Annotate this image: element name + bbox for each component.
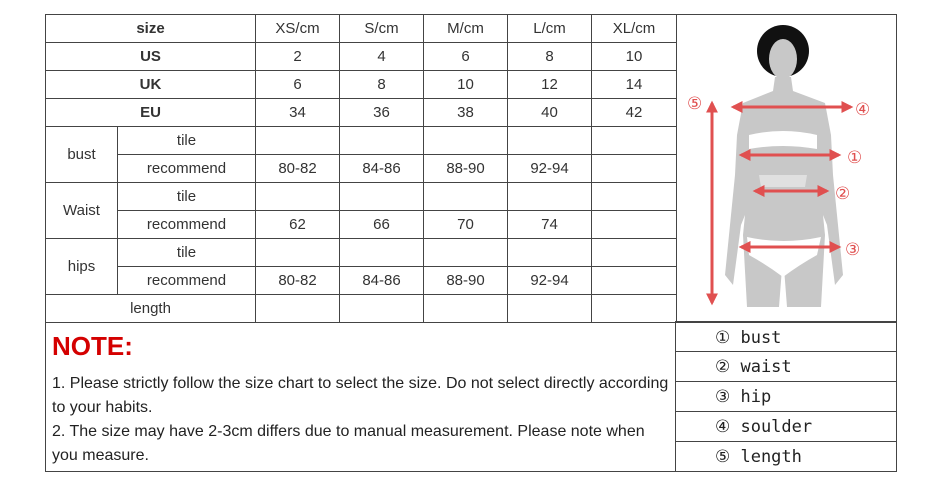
cell [591,182,678,211]
cell: 84-86 [339,154,425,183]
cell: 66 [339,210,425,239]
measure-label: hips [45,238,118,295]
cell [423,182,509,211]
cell: 10 [591,42,678,71]
cell [255,238,341,267]
body-measurement-figure: ① ② ③ ④ ⑤ [675,14,897,322]
table-row: UK 6 8 10 12 14 [44,70,678,99]
cell [423,294,509,323]
legend-item: ⑤ length [675,442,897,472]
table-row: recommend 80-82 84-86 88-90 92-94 [46,154,678,183]
marker-1: ① [847,148,862,168]
col-header: M/cm [423,14,509,43]
cell: 8 [339,70,425,99]
marker-4: ④ [855,100,870,120]
col-header: L/cm [507,14,593,43]
legend-item: ③ hip [675,382,897,412]
cell: 10 [423,70,509,99]
cell [339,126,425,155]
measure-label: Waist [45,182,118,239]
cell [591,294,678,323]
table-row: recommend 80-82 84-86 88-90 92-94 [46,266,678,295]
row-label: length [44,294,257,323]
size-header: size [44,14,257,43]
cell: 80-82 [255,266,341,295]
legend-item: ② waist [675,352,897,382]
cell: 12 [507,70,593,99]
cell: 8 [507,42,593,71]
measure-label: bust [45,126,118,183]
sub-label: tile [116,126,257,155]
cell [507,294,593,323]
cell [255,126,341,155]
table-row: recommend 62 66 70 74 [46,210,678,239]
cell: 80-82 [255,154,341,183]
cell [507,182,593,211]
col-header: XL/cm [591,14,678,43]
cell: 14 [591,70,678,99]
note-line-2: 2. The size may have 2-3cm differs due t… [52,423,645,464]
cell [591,238,678,267]
legend-item: ④ soulder [675,412,897,442]
table-row: hips tile [45,238,678,295]
cell [507,238,593,267]
cell: 88-90 [423,154,509,183]
cell [423,126,509,155]
cell: 70 [423,210,509,239]
cell: 38 [423,98,509,127]
cell [339,294,425,323]
table-row: EU 34 36 38 40 42 [44,98,678,127]
cell: 84-86 [339,266,425,295]
marker-5: ⑤ [687,94,702,114]
note-line-1: 1. Please strictly follow the size chart… [52,375,669,416]
marker-3: ③ [845,240,860,260]
cell [591,266,678,295]
cell [507,126,593,155]
cell [339,182,425,211]
note-title: NOTE: [52,331,133,361]
body-silhouette-icon: ① ② ③ ④ ⑤ [687,25,870,307]
table-row: US 2 4 6 8 10 [44,42,678,71]
legend-item: ① bust [675,322,897,352]
sub-label: tile [116,182,257,211]
cell: 92-94 [507,154,593,183]
cell [339,238,425,267]
header-row: size XS/cm S/cm M/cm L/cm XL/cm [44,14,678,43]
cell [591,210,678,239]
row-label: UK [44,70,257,99]
cell: 6 [423,42,509,71]
sub-label: recommend [116,210,257,239]
cell: 42 [591,98,678,127]
row-label: US [44,42,257,71]
cell: 36 [339,98,425,127]
col-header: XS/cm [255,14,341,43]
sub-label: recommend [116,154,257,183]
cell: 34 [255,98,341,127]
measurement-legend: ① bust ② waist ③ hip ④ soulder ⑤ length [675,322,897,472]
col-header: S/cm [339,14,425,43]
cell: 6 [255,70,341,99]
cell [255,294,341,323]
sub-label: tile [116,238,257,267]
table-row: bust tile [45,126,678,183]
table-row: Waist tile [45,182,678,239]
cell [255,182,341,211]
cell: 88-90 [423,266,509,295]
cell: 74 [507,210,593,239]
cell: 2 [255,42,341,71]
note-box: NOTE: 1. Please strictly follow the size… [45,322,676,472]
cell: 40 [507,98,593,127]
sub-label: recommend [116,266,257,295]
table-row: length [44,294,678,323]
cell [591,126,678,155]
cell [423,238,509,267]
cell: 92-94 [507,266,593,295]
cell: 62 [255,210,341,239]
marker-2: ② [835,184,850,204]
row-label: EU [44,98,257,127]
cell: 4 [339,42,425,71]
cell [591,154,678,183]
